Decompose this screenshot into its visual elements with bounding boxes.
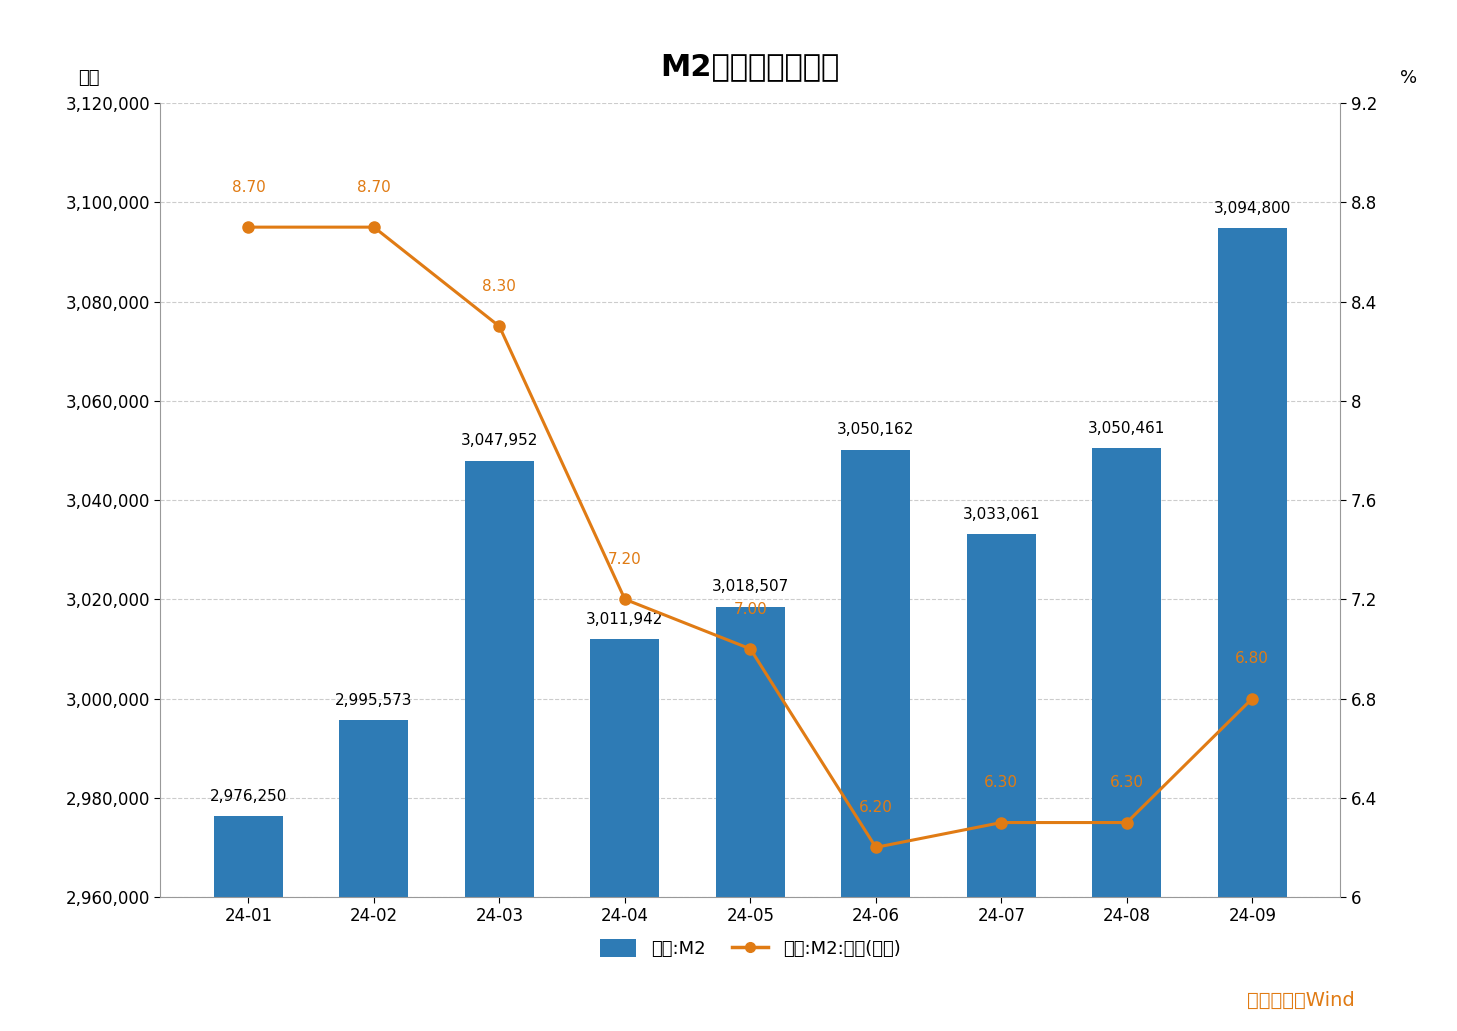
Text: 7.20: 7.20 — [608, 552, 641, 567]
Bar — [1093, 448, 1161, 1031]
Text: 6.20: 6.20 — [858, 800, 893, 816]
中国:M2:同比(右轴) — [867, 841, 884, 854]
Text: 数据来源：Wind: 数据来源：Wind — [1247, 992, 1355, 1010]
Text: 3,011,942: 3,011,942 — [586, 611, 663, 627]
Text: 3,047,952: 3,047,952 — [460, 433, 538, 448]
Text: 2,976,250: 2,976,250 — [210, 789, 287, 804]
Text: 3,050,461: 3,050,461 — [1088, 421, 1166, 436]
Bar — [590, 639, 660, 1031]
Bar — [967, 534, 1036, 1031]
Text: 6.30: 6.30 — [985, 775, 1018, 791]
Text: 6.30: 6.30 — [1110, 775, 1144, 791]
Text: 8.70: 8.70 — [232, 179, 265, 195]
Text: 亿元: 亿元 — [77, 69, 99, 88]
Text: 8.70: 8.70 — [357, 179, 390, 195]
Title: M2数据及变化情况: M2数据及变化情况 — [660, 53, 841, 81]
Bar — [841, 450, 911, 1031]
Text: 3,050,162: 3,050,162 — [838, 423, 915, 437]
Bar — [1218, 228, 1287, 1031]
Text: 2,995,573: 2,995,573 — [335, 693, 412, 708]
Bar — [715, 606, 785, 1031]
中国:M2:同比(右轴) — [1243, 693, 1260, 705]
中国:M2:同比(右轴) — [240, 221, 258, 233]
Bar — [465, 461, 533, 1031]
中国:M2:同比(右轴) — [1118, 817, 1135, 829]
Text: 3,018,507: 3,018,507 — [711, 579, 790, 594]
Text: %: % — [1400, 69, 1418, 88]
中国:M2:同比(右轴) — [366, 221, 383, 233]
Bar — [214, 817, 283, 1031]
中国:M2:同比(右轴) — [742, 642, 759, 655]
中国:M2:同比(右轴) — [992, 817, 1010, 829]
Text: 7.00: 7.00 — [733, 602, 768, 617]
Line: 中国:M2:同比(右轴): 中国:M2:同比(右轴) — [243, 222, 1257, 853]
Legend: 中国:M2, 中国:M2:同比(右轴): 中国:M2, 中国:M2:同比(右轴) — [592, 930, 909, 967]
Text: 3,094,800: 3,094,800 — [1214, 201, 1291, 215]
Text: 8.30: 8.30 — [482, 279, 516, 294]
Text: 3,033,061: 3,033,061 — [963, 507, 1040, 522]
Text: 6.80: 6.80 — [1236, 652, 1269, 666]
中国:M2:同比(右轴) — [616, 593, 634, 605]
Bar — [339, 721, 408, 1031]
中国:M2:同比(右轴) — [491, 321, 508, 333]
